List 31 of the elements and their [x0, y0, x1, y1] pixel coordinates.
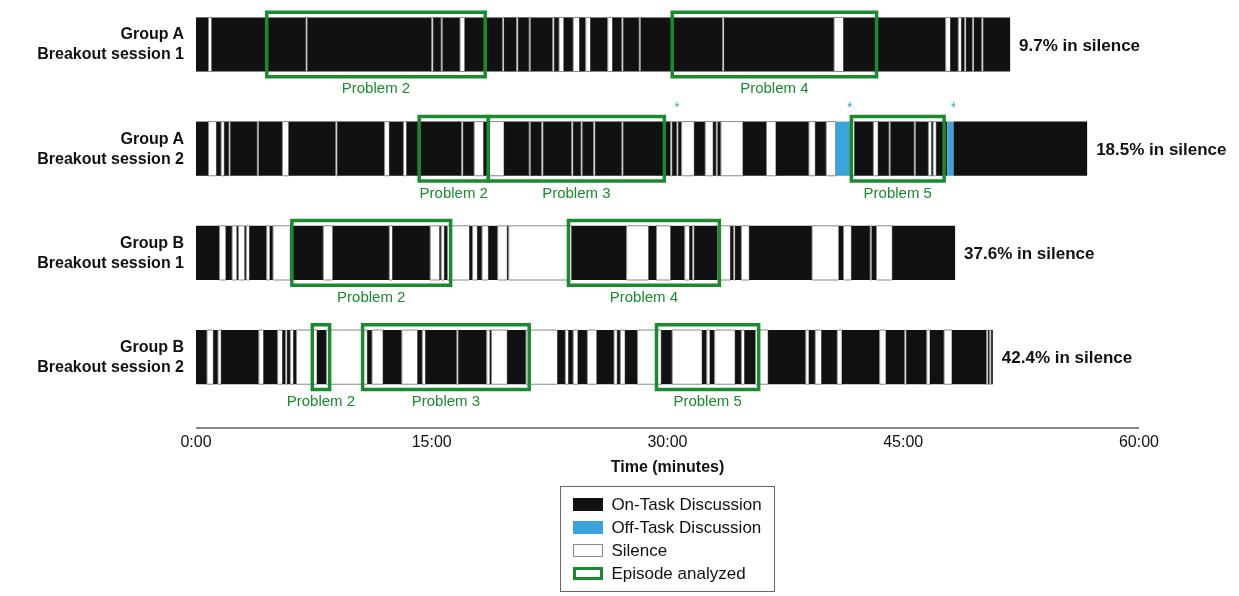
data-label: Problem 2 — [341, 79, 411, 97]
y-tick-label: Group A Breakout session 2 — [37, 129, 185, 167]
annotation: * — [674, 98, 681, 115]
annotation: 9.7% in silence — [1019, 35, 1141, 55]
y-tick-label: Group B Breakout session 2 — [37, 338, 185, 376]
data-label: Problem 5 — [673, 392, 742, 410]
legend-label: Off-Task Discussion — [611, 517, 762, 539]
y-tick-label: Group B Breakout session 1 — [37, 233, 185, 271]
data-label: Problem 3 — [542, 183, 611, 201]
annotation: 37.6% in silence — [964, 243, 1095, 263]
y-tick-label: Group A Breakout session 1 — [37, 25, 185, 63]
data-label: Problem 3 — [411, 392, 481, 410]
annotation: 18.5% in silence — [1096, 139, 1227, 159]
x-tick-label: 0:00 — [180, 433, 212, 451]
x-tick-label: 60:00 — [1118, 433, 1160, 451]
data-label: Problem 2 — [337, 287, 406, 305]
x-axis-title: Time (minutes) — [609, 458, 726, 476]
annotation: * — [950, 98, 957, 115]
legend-label: Episode analyzed — [611, 563, 746, 585]
legend-label: Silence — [611, 540, 668, 562]
data-label: Problem 4 — [740, 79, 809, 97]
data-label: Problem 2 — [286, 392, 356, 410]
data-label: Problem 4 — [609, 287, 679, 305]
data-label: Problem 5 — [863, 183, 932, 201]
annotation: * — [847, 98, 854, 115]
x-tick-label: 30:00 — [647, 433, 688, 451]
annotation: 42.4% in silence — [1001, 348, 1133, 368]
legend-label: On-Task Discussion — [611, 494, 762, 516]
x-tick-label: 15:00 — [411, 433, 452, 451]
x-tick-label: 45:00 — [883, 433, 924, 451]
data-label: Problem 2 — [419, 183, 488, 201]
